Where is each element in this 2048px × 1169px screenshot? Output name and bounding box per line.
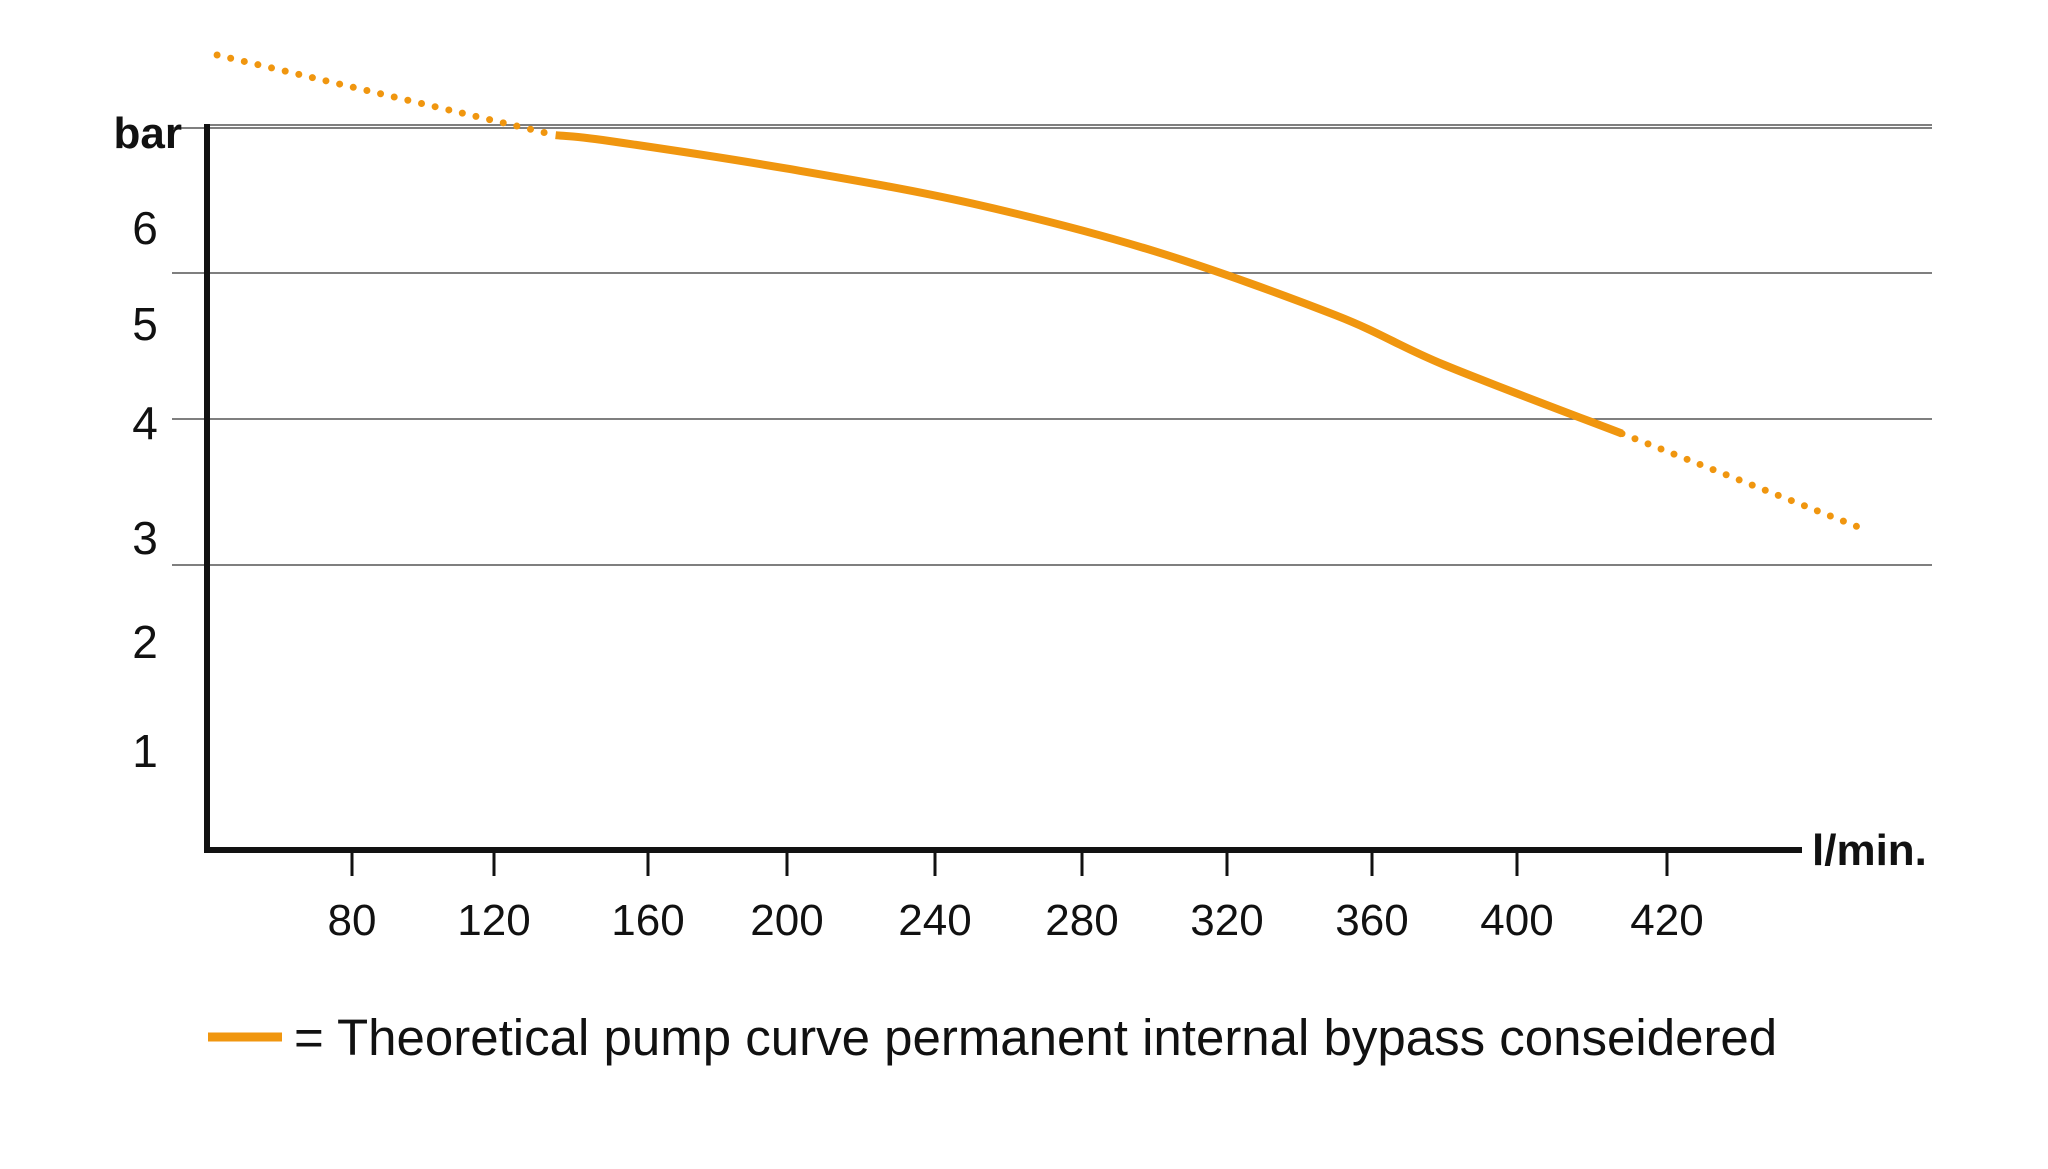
gridlines xyxy=(172,124,1932,566)
y-tick-label: 2 xyxy=(132,616,158,668)
x-tick-label: 320 xyxy=(1190,896,1263,945)
legend-text: = Theoretical pump curve permanent inter… xyxy=(294,1009,1777,1066)
x-tick-labels: 80 120 160 200 240 280 320 360 400 420 xyxy=(328,896,1704,945)
pump-curve-dotted-end xyxy=(1618,430,1866,532)
x-tick-label: 280 xyxy=(1045,896,1118,945)
x-tick-label: 120 xyxy=(457,896,530,945)
x-axis-unit-label: l/min. xyxy=(1812,826,1927,875)
x-tick-label: 200 xyxy=(750,896,823,945)
y-tick-label: 5 xyxy=(132,298,158,350)
x-tick-label: 420 xyxy=(1630,896,1703,945)
x-tick-label: 400 xyxy=(1480,896,1553,945)
x-tick-label: 80 xyxy=(328,896,377,945)
pump-curve xyxy=(213,51,1866,532)
x-tick-label: 360 xyxy=(1335,896,1408,945)
y-axis-unit-label: bar xyxy=(114,109,182,158)
axes xyxy=(204,124,1802,853)
x-tick-label: 160 xyxy=(611,896,684,945)
pump-curve-solid xyxy=(555,131,1624,438)
legend: = Theoretical pump curve permanent inter… xyxy=(208,1009,1777,1066)
y-tick-label: 4 xyxy=(132,397,158,449)
x-tick-label: 240 xyxy=(898,896,971,945)
y-tick-label: 3 xyxy=(132,512,158,564)
x-ticks xyxy=(350,852,1669,876)
y-tick-label: 1 xyxy=(132,725,158,777)
pump-curve-dotted-start xyxy=(213,51,560,139)
y-tick-labels: 1 2 3 4 5 6 xyxy=(132,202,158,777)
y-tick-label: 6 xyxy=(132,202,158,254)
